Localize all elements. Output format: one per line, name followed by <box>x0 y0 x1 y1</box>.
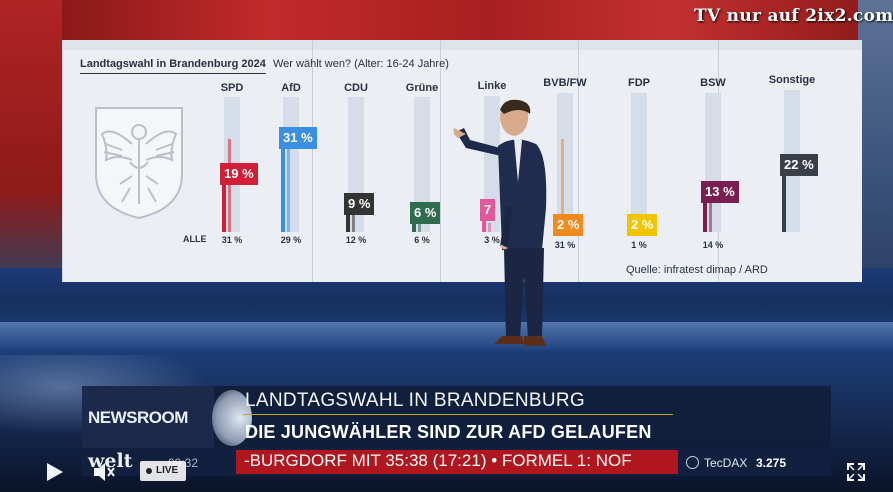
bar-youth <box>222 175 226 232</box>
headline: LANDTAGSWAHL IN BRANDENBURG <box>245 390 585 411</box>
party-label: CDU <box>344 82 368 94</box>
bar-track <box>705 93 721 232</box>
bar-youth <box>482 211 486 232</box>
chart-subtitle: Wer wählt wen? (Alter: 16-24 Jahre) <box>273 58 449 70</box>
video-wall-top-bar <box>62 40 862 50</box>
newsroom-logo: NEWSROOM <box>88 408 188 427</box>
bar-value-label: 31 % <box>279 127 317 149</box>
all-voters-value-label: 1 % <box>631 240 647 250</box>
video-wall <box>62 40 862 282</box>
party-label: Linke <box>477 80 507 92</box>
party-label: BVB/FW <box>543 77 587 89</box>
bar-value-label: 6 % <box>410 202 441 224</box>
party-label: BSW <box>700 77 726 89</box>
bar-all-voters <box>561 139 564 232</box>
party-label: SPD <box>220 82 244 94</box>
video-wall-seam <box>578 40 579 282</box>
subheadline: DIE JUNGWÄHLER SIND ZUR AFD GELAUFEN <box>245 422 652 442</box>
bar-youth <box>782 166 786 232</box>
play-icon[interactable] <box>42 460 66 484</box>
brandenburg-eagle-icon <box>95 107 183 220</box>
bar-value-label: 9 % <box>344 193 375 215</box>
party-label: AfD <box>281 82 301 94</box>
bar-all-voters <box>228 139 231 232</box>
party-label: Sonstige <box>768 74 816 86</box>
bar-value-label: 2 % <box>553 214 584 236</box>
studio-background-left <box>0 0 62 275</box>
party-label: FDP <box>628 77 650 89</box>
all-voters-value-label: 31 % <box>554 240 576 250</box>
volume-muted-icon[interactable] <box>92 461 116 483</box>
all-voters-value-label: 12 % <box>345 235 367 245</box>
bar-all-voters <box>709 190 712 232</box>
bar-youth <box>703 193 707 232</box>
all-voters-label: ALLE <box>183 234 207 244</box>
headline-divider <box>243 414 673 415</box>
bar-youth <box>346 205 350 232</box>
bar-track <box>484 96 500 232</box>
live-dot-icon <box>146 468 152 474</box>
video-wall-seam <box>312 40 313 282</box>
chart-title: Landtagswahl in Brandenburg 2024 <box>80 58 266 74</box>
bar-value-label: 22 % <box>780 154 818 176</box>
all-voters-value-label: 29 % <box>280 235 302 245</box>
video-wall-seam <box>440 40 441 282</box>
bar-track <box>283 97 299 232</box>
fullscreen-icon[interactable] <box>845 461 867 483</box>
bar-track <box>631 93 647 232</box>
all-voters-value-label: 31 % <box>221 235 243 245</box>
bar-value-label: 2 % <box>627 214 658 236</box>
ticker-headline: -BURGDORF MIT 35:38 (17:21) • FORMEL 1: … <box>244 451 632 470</box>
newsroom-logo-disc <box>212 390 252 446</box>
newsroom-logo-panel <box>82 386 214 448</box>
ticker-headline-bar: -BURGDORF MIT 35:38 (17:21) • FORMEL 1: … <box>236 450 678 474</box>
stock-index-icon <box>686 456 699 469</box>
studio-background-right <box>858 0 893 300</box>
bar-youth <box>281 139 285 232</box>
presenter-figure <box>453 99 547 346</box>
all-voters-value-label: 3 % <box>484 235 500 245</box>
studio-floor-stripe <box>0 322 893 352</box>
live-button[interactable]: LIVE <box>140 461 186 481</box>
watermark: TV nur auf 2ix2.com <box>694 6 893 26</box>
bar-value-label: 19 % <box>220 163 258 185</box>
bar-value-label: 13 % <box>701 181 739 203</box>
bar-track <box>414 97 430 232</box>
all-voters-value-label: 6 % <box>414 235 430 245</box>
chart-source: Quelle: infratest dimap / ARD <box>626 264 768 276</box>
all-voters-value-label: 14 % <box>702 240 724 250</box>
stock-index-label: TecDAX <box>704 456 748 470</box>
studio-background-top <box>0 0 893 40</box>
party-label: Grüne <box>405 82 439 94</box>
bar-all-voters <box>287 145 290 232</box>
stock-index-value: 3.275 <box>756 456 787 470</box>
bar-all-voters <box>488 223 491 232</box>
bar-value-label: 7 <box>480 199 496 221</box>
welt-logo: welt <box>88 450 133 472</box>
live-label: LIVE <box>156 465 179 476</box>
